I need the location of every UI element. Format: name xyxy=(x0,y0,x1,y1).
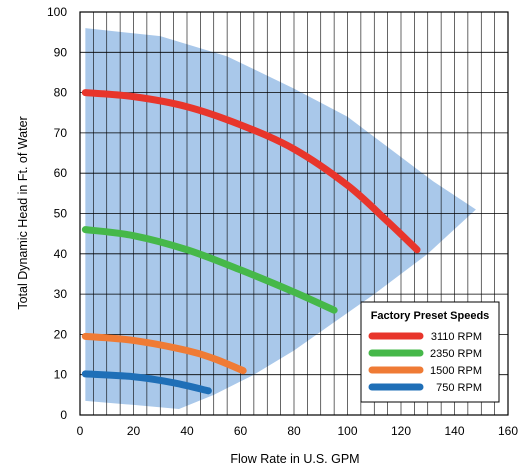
y-tick-label: 10 xyxy=(54,368,68,382)
x-tick-label: 60 xyxy=(234,424,248,438)
legend: Factory Preset Speeds 3110 RPM 2350 RPM 15… xyxy=(360,301,500,403)
y-tick-label: 50 xyxy=(54,207,68,221)
x-tick-label: 160 xyxy=(498,424,518,438)
y-tick-labels: 0 10 20 30 40 50 60 70 80 90 100 xyxy=(47,5,67,422)
legend-title: Factory Preset Speeds xyxy=(371,310,490,322)
x-tick-label: 80 xyxy=(287,424,301,438)
series-line-2350-rpm xyxy=(81,226,338,314)
y-axis-title: Total Dynamic Head in Ft. of Water xyxy=(16,116,30,309)
y-tick-label: 0 xyxy=(60,408,67,422)
series-line-3110-rpm xyxy=(81,89,421,254)
x-tick-label: 20 xyxy=(127,424,141,438)
x-tick-labels: 0 20 40 60 80 100 120 140 160 xyxy=(77,424,519,438)
x-tick-label: 0 xyxy=(77,424,84,438)
series xyxy=(81,89,421,395)
y-tick-label: 30 xyxy=(54,287,68,301)
plot-frame xyxy=(79,11,509,416)
y-tick-label: 60 xyxy=(54,166,68,180)
y-tick-label: 80 xyxy=(54,86,68,100)
y-tick-label: 40 xyxy=(54,247,68,261)
legend-label: 2350 RPM xyxy=(430,348,482,360)
series-line-1500-rpm xyxy=(81,332,247,375)
x-axis-title: Flow Rate in U.S. GPM xyxy=(230,452,359,466)
x-tick-label: 40 xyxy=(180,424,194,438)
x-tick-label: 120 xyxy=(391,424,411,438)
x-tick-label: 100 xyxy=(337,424,357,438)
legend-label: 750 RPM xyxy=(436,382,482,394)
y-tick-label: 100 xyxy=(47,5,67,19)
plot-border xyxy=(79,11,509,416)
legend-label: 1500 RPM xyxy=(430,365,482,377)
series-line-750-rpm xyxy=(81,370,212,395)
legend-label: 3110 RPM xyxy=(431,331,482,343)
y-tick-label: 70 xyxy=(54,126,68,140)
x-tick-label: 140 xyxy=(444,424,464,438)
legend-entries: 3110 RPM 2350 RPM 1500 RPM 750 RPM xyxy=(368,331,482,394)
y-tick-label: 20 xyxy=(54,327,68,341)
y-tick-label: 90 xyxy=(54,45,68,59)
